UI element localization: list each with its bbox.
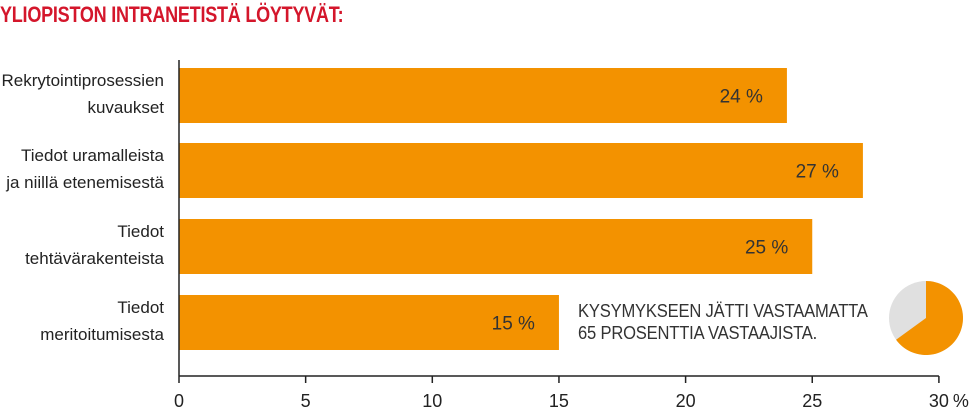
- data-label-0: 24 %: [720, 87, 763, 108]
- data-label-1: 27 %: [796, 162, 839, 183]
- x-tick-label-3: 15: [549, 391, 569, 409]
- category-label-1-0: Tiedot uramalleista: [21, 146, 165, 165]
- category-label-1-1: ja niillä etenemisestä: [5, 173, 164, 192]
- x-tick-label-2: 10: [422, 391, 442, 409]
- bar-1: [179, 143, 863, 198]
- pie-slice-no-answer: [896, 281, 963, 355]
- note-line-2: 65 PROSENTTIA VASTAAJISTA.: [578, 323, 818, 343]
- x-tick-label-6: 30: [929, 391, 949, 409]
- x-tick-label-0: 0: [174, 391, 184, 409]
- category-label-3-1: meritoitumisesta: [40, 325, 164, 344]
- category-label-2-0: Tiedot: [117, 222, 164, 241]
- chart-title: YLIOPISTON INTRANETISTÄ LÖYTYVÄT:: [0, 2, 344, 27]
- x-tick-label-5: 25: [802, 391, 822, 409]
- bar-0: [179, 68, 787, 123]
- category-label-2-1: tehtävärakenteista: [25, 249, 164, 268]
- category-label-3-0: Tiedot: [117, 298, 164, 317]
- data-label-3: 15 %: [492, 314, 535, 335]
- bar-3: [179, 295, 559, 350]
- x-tick-label-1: 5: [301, 391, 311, 409]
- note-text: KYSYMYKSEEN JÄTTI VASTAAMATTA 65 PROSENT…: [578, 300, 868, 344]
- category-label-0-0: Rekrytointiprosessien: [1, 71, 164, 90]
- note-line-1: KYSYMYKSEEN JÄTTI VASTAAMATTA: [578, 301, 868, 321]
- category-label-0-1: kuvaukset: [87, 98, 164, 117]
- data-label-2: 25 %: [745, 238, 788, 259]
- bar-2: [179, 219, 813, 274]
- x-unit-label: %: [953, 391, 969, 409]
- x-tick-label-4: 20: [676, 391, 696, 409]
